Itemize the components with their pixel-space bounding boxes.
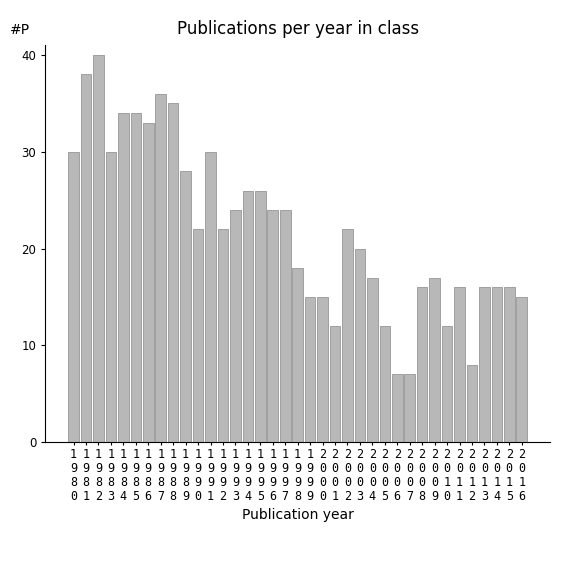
X-axis label: Publication year: Publication year bbox=[242, 509, 354, 522]
Bar bbox=[454, 287, 465, 442]
Bar bbox=[280, 210, 290, 442]
Bar bbox=[305, 297, 315, 442]
Bar bbox=[193, 229, 204, 442]
Bar bbox=[293, 268, 303, 442]
Bar bbox=[492, 287, 502, 442]
Bar bbox=[218, 229, 229, 442]
Bar bbox=[330, 326, 340, 442]
Bar bbox=[379, 326, 390, 442]
Bar bbox=[105, 152, 116, 442]
Bar bbox=[118, 113, 129, 442]
Bar bbox=[180, 171, 191, 442]
Title: Publications per year in class: Publications per year in class bbox=[176, 20, 419, 38]
Bar bbox=[442, 326, 452, 442]
Bar bbox=[354, 249, 365, 442]
Bar bbox=[318, 297, 328, 442]
Bar bbox=[268, 210, 278, 442]
Bar bbox=[93, 55, 104, 442]
Bar bbox=[429, 278, 440, 442]
Bar bbox=[68, 152, 79, 442]
Bar bbox=[517, 297, 527, 442]
Bar bbox=[168, 103, 179, 442]
Bar bbox=[205, 152, 216, 442]
Bar bbox=[504, 287, 515, 442]
Bar bbox=[479, 287, 490, 442]
Bar bbox=[467, 365, 477, 442]
Bar bbox=[243, 191, 253, 442]
Bar bbox=[155, 94, 166, 442]
Bar bbox=[367, 278, 378, 442]
Bar bbox=[130, 113, 141, 442]
Bar bbox=[230, 210, 241, 442]
Bar bbox=[392, 374, 403, 442]
Bar bbox=[143, 123, 154, 442]
Bar bbox=[81, 74, 91, 442]
Bar bbox=[255, 191, 265, 442]
Bar bbox=[404, 374, 415, 442]
Bar bbox=[417, 287, 428, 442]
Text: #P: #P bbox=[10, 23, 30, 37]
Bar bbox=[342, 229, 353, 442]
